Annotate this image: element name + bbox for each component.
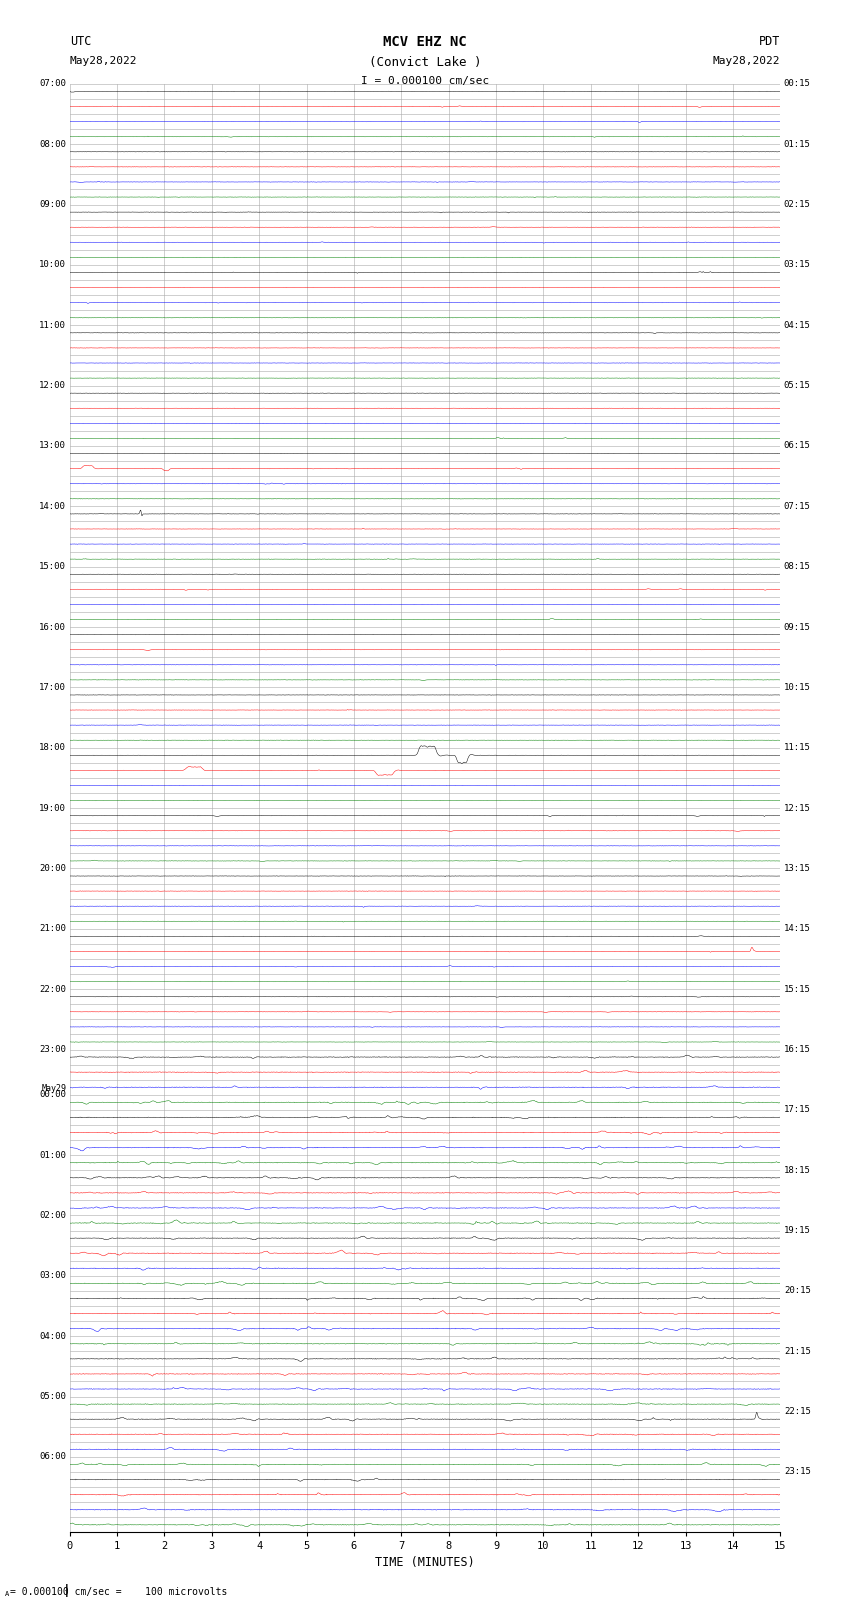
Text: A: A [5,1590,9,1597]
Text: 01:15: 01:15 [784,140,811,148]
Text: 17:15: 17:15 [784,1105,811,1115]
Text: 02:15: 02:15 [784,200,811,210]
Text: 11:15: 11:15 [784,744,811,752]
Text: 19:15: 19:15 [784,1226,811,1236]
Text: 07:00: 07:00 [39,79,66,89]
Text: 03:15: 03:15 [784,260,811,269]
Text: 09:00: 09:00 [39,200,66,210]
Text: PDT: PDT [759,35,780,48]
Text: (Convict Lake ): (Convict Lake ) [369,56,481,69]
Text: |: | [63,1584,71,1597]
Text: UTC: UTC [70,35,91,48]
Text: 15:00: 15:00 [39,563,66,571]
Text: 00:00: 00:00 [39,1090,66,1100]
Text: 04:15: 04:15 [784,321,811,329]
Text: 10:00: 10:00 [39,260,66,269]
Text: 10:15: 10:15 [784,682,811,692]
Text: 23:15: 23:15 [784,1468,811,1476]
Text: 13:00: 13:00 [39,442,66,450]
Text: May28,2022: May28,2022 [713,56,780,66]
Text: 04:00: 04:00 [39,1332,66,1340]
Text: 09:15: 09:15 [784,623,811,632]
X-axis label: TIME (MINUTES): TIME (MINUTES) [375,1555,475,1568]
Text: 20:00: 20:00 [39,865,66,873]
Text: 23:00: 23:00 [39,1045,66,1053]
Text: 22:00: 22:00 [39,984,66,994]
Text: 17:00: 17:00 [39,682,66,692]
Text: 08:15: 08:15 [784,563,811,571]
Text: MCV EHZ NC: MCV EHZ NC [383,35,467,50]
Text: 14:15: 14:15 [784,924,811,934]
Text: 16:00: 16:00 [39,623,66,632]
Text: 15:15: 15:15 [784,984,811,994]
Text: 18:00: 18:00 [39,744,66,752]
Text: 06:00: 06:00 [39,1452,66,1461]
Text: 14:00: 14:00 [39,502,66,511]
Text: 11:00: 11:00 [39,321,66,329]
Text: May29: May29 [41,1084,66,1094]
Text: May28,2022: May28,2022 [70,56,137,66]
Text: 22:15: 22:15 [784,1407,811,1416]
Text: 01:00: 01:00 [39,1150,66,1160]
Text: I = 0.000100 cm/sec: I = 0.000100 cm/sec [361,76,489,85]
Text: 20:15: 20:15 [784,1287,811,1295]
Text: 08:00: 08:00 [39,140,66,148]
Text: 21:15: 21:15 [784,1347,811,1357]
Text: = 0.000100 cm/sec =    100 microvolts: = 0.000100 cm/sec = 100 microvolts [10,1587,228,1597]
Text: 12:00: 12:00 [39,381,66,390]
Text: 13:15: 13:15 [784,865,811,873]
Text: 16:15: 16:15 [784,1045,811,1053]
Text: 06:15: 06:15 [784,442,811,450]
Text: 05:00: 05:00 [39,1392,66,1402]
Text: 00:15: 00:15 [784,79,811,89]
Text: 03:00: 03:00 [39,1271,66,1281]
Text: 19:00: 19:00 [39,803,66,813]
Text: 02:00: 02:00 [39,1211,66,1219]
Text: 12:15: 12:15 [784,803,811,813]
Text: 05:15: 05:15 [784,381,811,390]
Text: 18:15: 18:15 [784,1166,811,1174]
Text: 07:15: 07:15 [784,502,811,511]
Text: 21:00: 21:00 [39,924,66,934]
